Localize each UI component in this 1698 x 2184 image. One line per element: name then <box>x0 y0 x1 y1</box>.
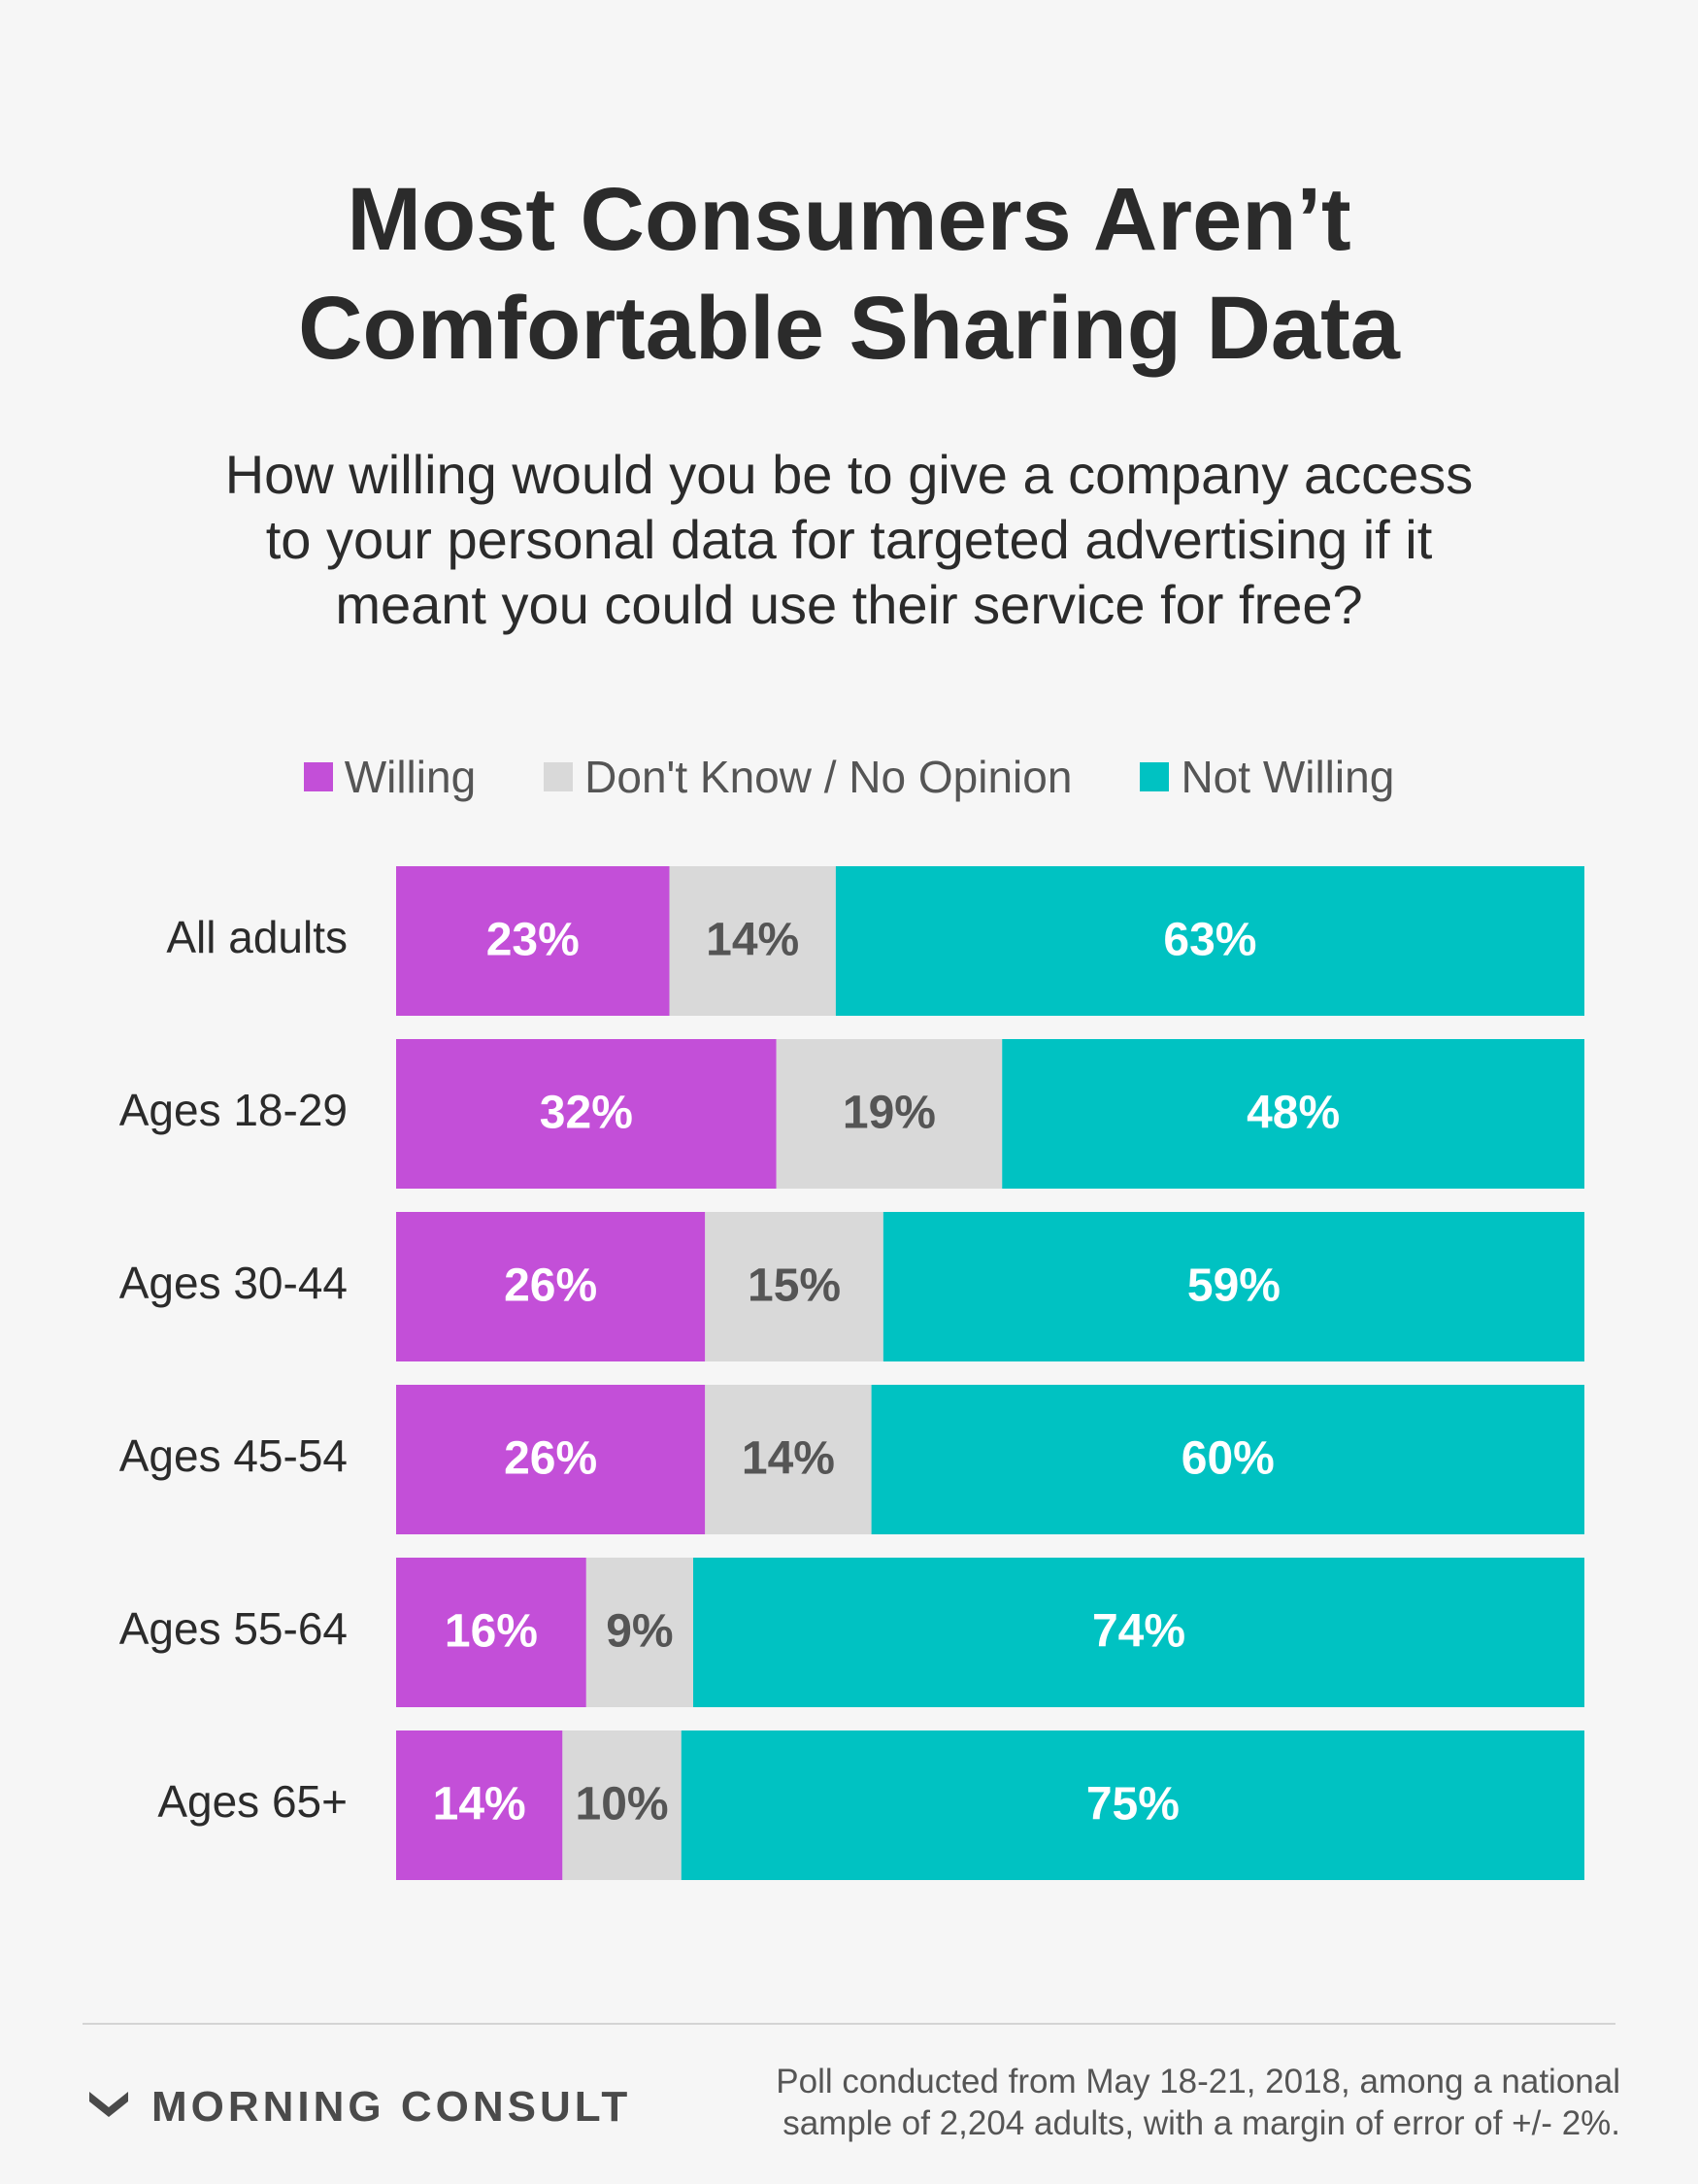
data-label-ages-18-29-willing: 32% <box>540 1088 633 1139</box>
bar-ages-18-29-not-willing <box>1002 1039 1584 1189</box>
bar-ages-18-29-willing <box>396 1039 777 1189</box>
bar-all-adults-not-willing <box>835 866 1584 1016</box>
category-label-all-adults: All adults <box>166 912 348 962</box>
bar-ages-55-64-dont-know <box>585 1558 693 1707</box>
data-label-all-adults-willing: 23% <box>486 915 580 966</box>
morning-consult-logo-icon <box>89 2092 128 2117</box>
legend-label-not-willing: Not Willing <box>1181 752 1395 802</box>
data-label-ages-65-dont-know: 10% <box>576 1779 669 1831</box>
data-label-ages-30-44-willing: 26% <box>504 1260 597 1312</box>
legend-swatch-willing <box>303 762 333 791</box>
legend-swatch-not-willing <box>1140 762 1170 791</box>
category-label-ages-18-29: Ages 18-29 <box>119 1085 348 1135</box>
legend-item-not-willing: Not Willing <box>1140 751 1394 803</box>
data-label-ages-18-29-dont-know: 19% <box>843 1088 936 1139</box>
bar-ages-30-44-dont-know <box>705 1212 883 1361</box>
bar-all-adults-dont-know <box>669 866 836 1016</box>
brand-logo: MORNING CONSULT <box>87 2078 631 2136</box>
data-label-ages-30-44-not-willing: 59% <box>1187 1260 1281 1312</box>
bar-ages-45-54-not-willing <box>871 1385 1584 1534</box>
bar-ages-65-not-willing <box>681 1730 1584 1880</box>
data-label-ages-55-64-willing: 16% <box>445 1606 538 1658</box>
data-label-all-adults-dont-know: 14% <box>706 915 799 966</box>
bar-ages-30-44-not-willing <box>882 1212 1584 1361</box>
category-label-ages-55-64: Ages 55-64 <box>119 1603 348 1654</box>
bar-ages-55-64-willing <box>396 1558 586 1707</box>
bar-all-adults-willing <box>396 866 670 1016</box>
data-label-ages-45-54-dont-know: 14% <box>742 1433 835 1485</box>
legend-item-dont-know: Don't Know / No Opinion <box>544 751 1072 803</box>
legend-swatch-dont-know <box>544 762 574 791</box>
data-label-ages-65-willing: 14% <box>433 1779 526 1831</box>
category-label-ages-65: Ages 65+ <box>157 1776 348 1827</box>
stacked-bar-chart: All adults 23% 14% 63% Ages 18-29 32% 19% 48% Ag… <box>119 866 1584 1880</box>
bar-ages-18-29-dont-know <box>776 1039 1003 1189</box>
footnote: Poll conducted from May 18-21, 2018, amo… <box>776 2063 1620 2142</box>
legend-label-dont-know: Don't Know / No Opinion <box>584 752 1073 802</box>
data-label-ages-45-54-not-willing: 60% <box>1182 1433 1275 1485</box>
category-label-ages-30-44: Ages 30-44 <box>119 1258 348 1308</box>
data-label-ages-18-29-not-willing: 48% <box>1247 1088 1340 1139</box>
data-label-ages-65-not-willing: 75% <box>1086 1779 1180 1831</box>
bar-ages-65-dont-know <box>562 1730 682 1880</box>
brand-name: MORNING CONSULT <box>151 2083 632 2131</box>
chart-title: Most Consumers Aren’t Comfortable Sharin… <box>298 170 1400 378</box>
legend-label-willing: Willing <box>344 752 477 802</box>
category-label-ages-45-54: Ages 45-54 <box>119 1430 348 1481</box>
chart-subtitle: How willing would you be to give a compa… <box>224 444 1474 635</box>
legend: Willing Don't Know / No Opinion Not Will… <box>0 748 1698 806</box>
bar-ages-30-44-willing <box>396 1212 706 1361</box>
footer-divider <box>83 2023 1615 2025</box>
data-label-all-adults-not-willing: 63% <box>1163 915 1256 966</box>
data-label-ages-55-64-not-willing: 74% <box>1092 1606 1185 1658</box>
legend-item-willing: Willing <box>303 751 477 803</box>
bar-ages-45-54-dont-know <box>705 1385 872 1534</box>
bar-ages-65-willing <box>396 1730 563 1880</box>
data-label-ages-30-44-dont-know: 15% <box>748 1260 841 1312</box>
data-label-ages-55-64-dont-know: 9% <box>606 1606 673 1658</box>
bar-ages-55-64-not-willing <box>693 1558 1584 1707</box>
bar-ages-45-54-willing <box>396 1385 706 1534</box>
data-label-ages-45-54-willing: 26% <box>504 1433 597 1485</box>
